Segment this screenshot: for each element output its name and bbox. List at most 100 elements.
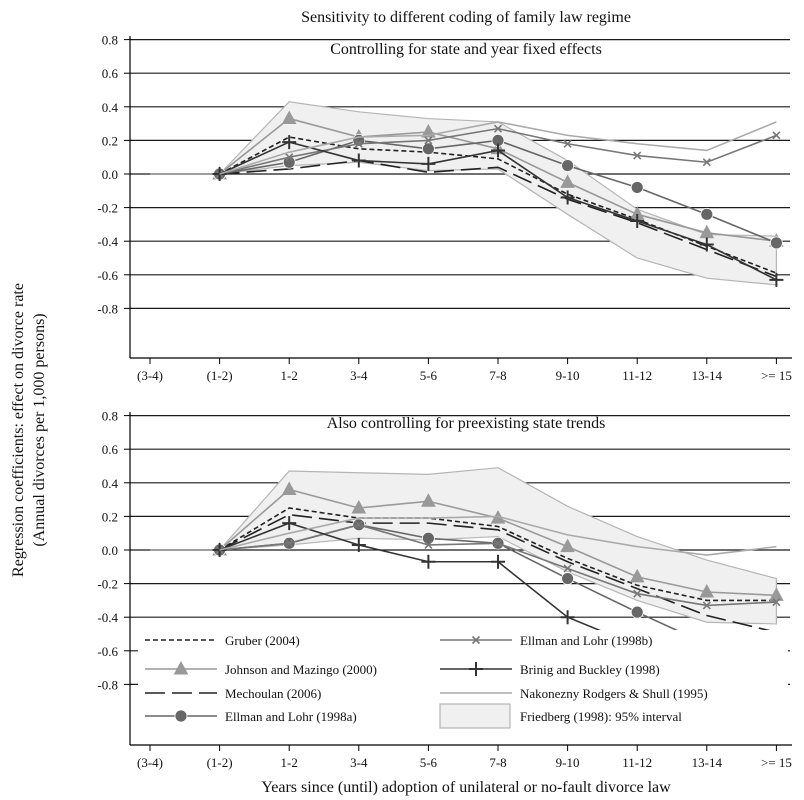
- data-point-ellman_b: [285, 153, 294, 162]
- data-point-ellman_b: [424, 136, 433, 145]
- data-point-brinig: [351, 153, 366, 168]
- data-point-brinig: [491, 143, 505, 158]
- y-axis-label-line1: Regression coefficients: effect on divor…: [10, 283, 27, 577]
- data-point-johnson: [421, 493, 436, 507]
- figure-title: Sensitivity to different coding of famil…: [301, 9, 631, 26]
- y-tick-label: 0.0: [102, 167, 118, 182]
- x-tick-label: 7-8: [489, 755, 506, 770]
- data-point-johnson: [629, 568, 645, 583]
- legend-marker: [173, 660, 189, 675]
- data-point-brinig: [560, 610, 575, 625]
- legend-marker: [174, 709, 188, 723]
- legend-label: Brinig and Buckley (1998): [520, 662, 660, 677]
- data-point-ellman_a: [630, 181, 644, 194]
- data-point-ellman_a: [630, 605, 644, 619]
- data-point-ellman_b: [354, 139, 363, 148]
- legend-item-ellman_a: Ellman and Lohr (1998a): [145, 709, 357, 724]
- data-point-brinig: [699, 237, 714, 252]
- data-point-johnson: [560, 174, 575, 188]
- y-tick-label: -0.4: [97, 610, 118, 625]
- data-point-ellman_a: [770, 236, 783, 250]
- y-tick-label: -0.6: [97, 644, 118, 659]
- y-tick-label: 0.8: [102, 409, 118, 424]
- x-tick-label: 5-6: [420, 755, 438, 770]
- y-tick-label: -0.8: [97, 677, 118, 692]
- x-tick-label: 3-4: [350, 368, 368, 383]
- y-tick-label: 0.8: [102, 33, 118, 48]
- confidence-band: [217, 101, 778, 286]
- y-tick-label: 0.6: [102, 442, 119, 457]
- data-point-brinig: [491, 554, 505, 569]
- series-line-nakonezny: [219, 121, 777, 175]
- series-mechoulan: [219, 159, 777, 278]
- data-point-ellman_a: [421, 531, 435, 545]
- y-tick-label: -0.8: [97, 301, 118, 316]
- legend-item-johnson: Johnson and Mazingo (2000): [145, 660, 377, 677]
- data-point-brinig: [560, 190, 575, 205]
- x-tick-label: 1-2: [281, 755, 298, 770]
- data-point-ellman_a: [561, 572, 574, 585]
- data-point-ellman_b: [772, 131, 781, 140]
- legend-label: Johnson and Mazingo (2000): [225, 662, 377, 677]
- data-point-ellman_b: [633, 151, 642, 160]
- series-line-mechoulan: [219, 159, 777, 278]
- legend-marker: [469, 662, 483, 676]
- data-point-brinig: [282, 516, 297, 531]
- y-tick-label: 0.4: [102, 476, 119, 491]
- data-point-brinig: [421, 156, 436, 171]
- data-point-ellman_b: [493, 124, 503, 133]
- legend-label: Mechoulan (2006): [225, 686, 321, 701]
- data-point-johnson: [281, 110, 297, 125]
- y-tick-label: 0.4: [102, 100, 119, 115]
- legend-label: Friedberg (1998): 95% interval: [520, 709, 682, 724]
- x-tick-label: 11-12: [622, 368, 652, 383]
- series-line-nakonezny: [219, 515, 777, 556]
- data-point-brinig: [421, 554, 436, 569]
- legend-item-ellman_b: Ellman and Lohr (1998b): [440, 633, 653, 648]
- legend-swatch-band: [439, 703, 511, 729]
- series-nakonezny: [219, 515, 777, 556]
- x-tick-label: 5-6: [420, 368, 438, 383]
- panel-subtitle: Controlling for state and year fixed eff…: [330, 41, 602, 58]
- data-point-ellman_a: [421, 142, 435, 156]
- x-tick-label: (3-4): [137, 755, 163, 770]
- series-line-mechoulan: [219, 513, 777, 634]
- y-tick-label: -0.6: [97, 268, 118, 283]
- data-point-ellman_b: [772, 598, 781, 607]
- x-tick-label: 13-14: [692, 368, 723, 383]
- data-point-brinig: [351, 537, 366, 552]
- x-axis-label: Years since (until) adoption of unilater…: [261, 779, 671, 796]
- legend-label: Ellman and Lohr (1998b): [520, 633, 653, 648]
- data-point-brinig: [769, 272, 784, 287]
- y-tick-label: -0.4: [97, 234, 118, 249]
- data-point-johnson: [281, 481, 297, 496]
- series-line-gruber: [219, 507, 777, 602]
- x-tick-label: (3-4): [137, 368, 163, 383]
- data-point-johnson: [769, 587, 784, 601]
- y-tick-label: -0.2: [97, 577, 118, 592]
- data-point-ellman_b: [285, 539, 294, 548]
- series-gruber: [219, 507, 777, 602]
- series-ellman_b: [215, 520, 781, 610]
- legend-item-brinig: Brinig and Buckley (1998): [440, 662, 660, 677]
- data-point-ellman_b: [493, 539, 503, 548]
- legend-item-gruber: Gruber (2004): [145, 633, 300, 648]
- legend-item-mechoulan: Mechoulan (2006): [145, 686, 321, 701]
- data-point-johnson: [699, 583, 715, 598]
- data-point-ellman_a: [700, 207, 714, 221]
- data-point-ellman_b: [424, 540, 433, 550]
- x-tick-label: 13-14: [692, 755, 723, 770]
- data-point-ellman_b: [563, 139, 572, 148]
- y-axis-label-line2: (Annual divorces per 1,000 persons): [31, 313, 48, 546]
- legend-item-band: Friedberg (1998): 95% interval: [439, 703, 682, 729]
- data-point-ellman_b: [354, 520, 363, 529]
- data-point-johnson: [351, 499, 367, 514]
- y-tick-label: 0.2: [102, 133, 118, 148]
- y-tick-label: -0.2: [97, 201, 118, 216]
- data-point-ellman_b: [633, 589, 642, 598]
- legend-label: Gruber (2004): [225, 633, 300, 648]
- x-tick-label: 3-4: [350, 755, 368, 770]
- y-axis-label: Regression coefficients: effect on divor…: [10, 283, 48, 577]
- x-tick-label: 11-12: [622, 755, 652, 770]
